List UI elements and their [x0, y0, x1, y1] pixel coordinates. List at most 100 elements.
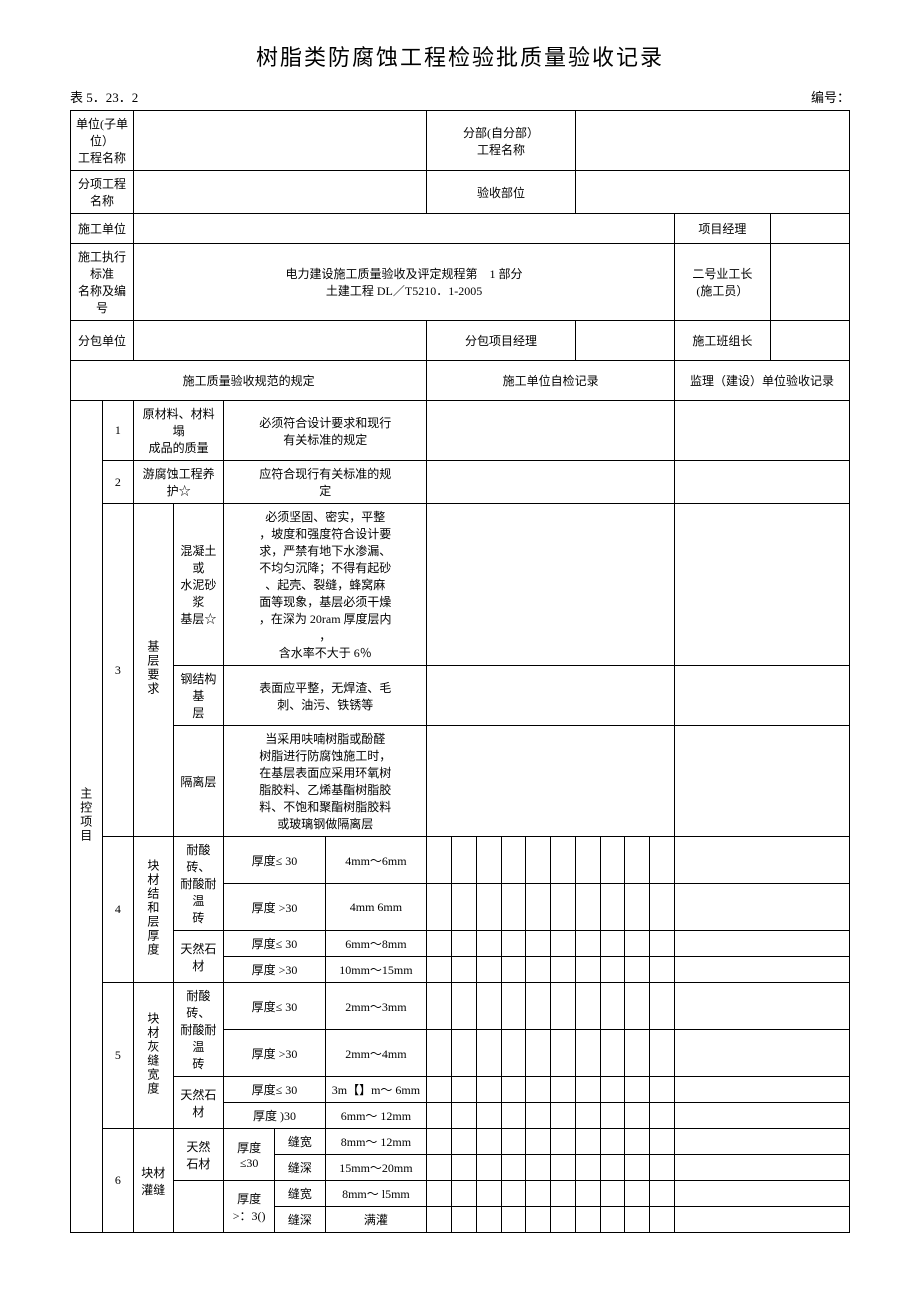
- material: 天然石材: [173, 1129, 224, 1181]
- check-cell: [551, 1103, 576, 1129]
- check-cell: [551, 957, 576, 983]
- thickness: 厚度 >30: [224, 957, 325, 983]
- check-cell: [501, 1207, 526, 1233]
- item-req: 必须符合设计要求和现行有关标准的规定: [224, 401, 427, 461]
- check-cell: [476, 884, 501, 931]
- item-req: 必须坚固、密实，平整，坡度和强度符合设计要求，严禁有地下水渗漏、不均匀沉降；不得…: [224, 504, 427, 666]
- thickness: 厚度 >30: [224, 1030, 325, 1077]
- check-cell: [476, 1207, 501, 1233]
- supervise-cell: [675, 726, 850, 837]
- sub-mgr-label: 分包项目经理: [427, 321, 576, 361]
- material: 耐酸砖、耐酸耐温砖: [173, 837, 224, 931]
- check-cell: [427, 983, 452, 1030]
- check-cell: [526, 1077, 551, 1103]
- check-cell: [526, 1181, 551, 1207]
- check-cell: [427, 931, 452, 957]
- check-cell: [625, 1103, 650, 1129]
- seam-type: 缝宽: [274, 1129, 325, 1155]
- check-cell: [650, 1077, 675, 1103]
- check-cell: [600, 983, 625, 1030]
- row-num: 3: [102, 504, 134, 837]
- check-cell: [427, 1103, 452, 1129]
- check-cell: [625, 1077, 650, 1103]
- thickness: 厚度 >30: [224, 884, 325, 931]
- check-cell: [551, 1030, 576, 1077]
- check-cell: [575, 1030, 600, 1077]
- check-cell: [526, 1103, 551, 1129]
- check-cell: [526, 1030, 551, 1077]
- thickness: 厚度≤ 30: [224, 983, 325, 1030]
- check-cell: [575, 1155, 600, 1181]
- check-cell: [600, 884, 625, 931]
- check-cell: [575, 1077, 600, 1103]
- spec-value: 6mm～ 12mm: [325, 1103, 426, 1129]
- check-cell: [501, 1155, 526, 1181]
- item-name: 游腐蚀工程养护☆: [134, 461, 224, 504]
- table-number: 表 5．23．2: [70, 87, 138, 106]
- check-cell: [476, 931, 501, 957]
- item-name: 隔离层: [173, 726, 224, 837]
- check-cell: [501, 1181, 526, 1207]
- row-num: 2: [102, 461, 134, 504]
- check-cell: [451, 1103, 476, 1129]
- supervise-cell: [675, 1181, 850, 1207]
- check-cell: [575, 837, 600, 884]
- check-cell: [451, 1030, 476, 1077]
- check-cell: [501, 1077, 526, 1103]
- supervise-cell: [675, 957, 850, 983]
- team-leader-value: [770, 321, 849, 361]
- proj-mgr-value: [770, 214, 849, 244]
- item-req: 应符合现行有关标准的规定: [224, 461, 427, 504]
- serial-label: 编号：: [811, 87, 850, 106]
- check-cell: [600, 1077, 625, 1103]
- check-cell: [427, 1030, 452, 1077]
- check-cell: [600, 1207, 625, 1233]
- item-project-label: 分项工程名称: [71, 171, 134, 214]
- item-req: 表面应平整，无焊渣、毛刺、油污、铁锈等: [224, 666, 427, 726]
- material: 天然石材: [173, 1077, 224, 1129]
- spec-value: 10mm～15mm: [325, 957, 426, 983]
- check-cell: [526, 957, 551, 983]
- check-cell: [427, 1155, 452, 1181]
- check-cell: [427, 1129, 452, 1155]
- sub-contract-label: 分包单位: [71, 321, 134, 361]
- spec-col-label: 施工质量验收规范的规定: [71, 361, 427, 401]
- supervise-cell: [675, 666, 850, 726]
- check-cell: [625, 884, 650, 931]
- check-cell: [551, 1207, 576, 1233]
- check-cell: [575, 1207, 600, 1233]
- row-num: 4: [102, 837, 134, 983]
- check-cell: [625, 957, 650, 983]
- group-label: 块材灌缝: [134, 1129, 173, 1233]
- check-cell: [526, 1129, 551, 1155]
- self-check-cell: [427, 726, 675, 837]
- check-cell: [476, 1129, 501, 1155]
- sub-project-label: 分部(自分部）工程名称: [427, 111, 576, 171]
- row-num: 1: [102, 401, 134, 461]
- check-cell: [551, 1129, 576, 1155]
- check-cell: [427, 1181, 452, 1207]
- check-cell: [650, 1207, 675, 1233]
- constr-unit-label: 施工单位: [71, 214, 134, 244]
- check-cell: [600, 837, 625, 884]
- spec-value: 6mm～8mm: [325, 931, 426, 957]
- spec-value: 4mm～6mm: [325, 837, 426, 884]
- thickness: 厚度≤30: [224, 1129, 275, 1181]
- material: 耐酸砖、耐酸耐温砖: [173, 983, 224, 1077]
- check-cell: [526, 884, 551, 931]
- check-cell: [650, 884, 675, 931]
- spec-value: 4mm 6mm: [325, 884, 426, 931]
- constr-unit-value: [134, 214, 675, 244]
- check-cell: [650, 1155, 675, 1181]
- self-check-cell: [427, 504, 675, 666]
- check-cell: [650, 837, 675, 884]
- check-cell: [526, 1155, 551, 1181]
- check-cell: [427, 957, 452, 983]
- check-cell: [575, 1181, 600, 1207]
- unit-project-label: 单位(子单位）工程名称: [71, 111, 134, 171]
- check-cell: [600, 957, 625, 983]
- spec-value: 8mm～ 12mm: [325, 1129, 426, 1155]
- check-cell: [551, 983, 576, 1030]
- check-cell: [600, 1030, 625, 1077]
- group-label: 基层要求: [134, 504, 173, 837]
